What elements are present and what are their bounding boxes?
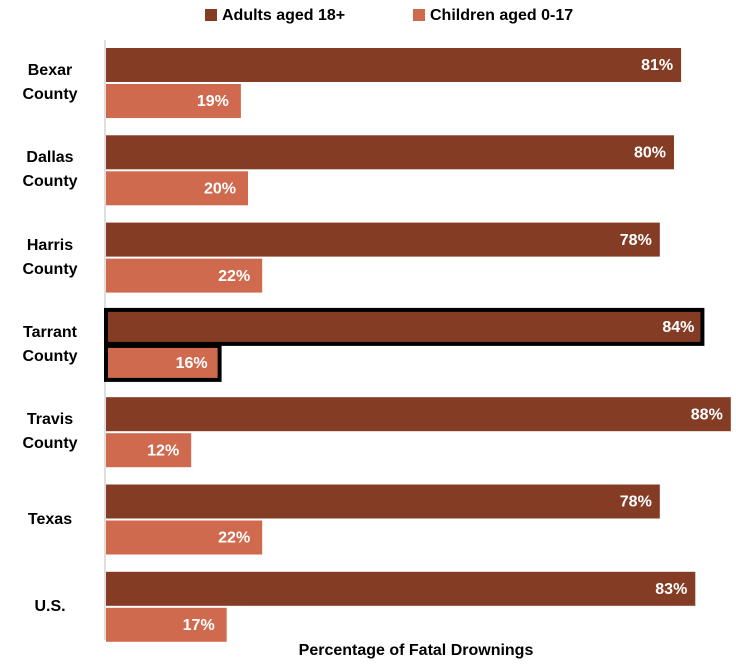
value-label: 17%: [183, 617, 215, 634]
value-label: 84%: [662, 319, 694, 336]
bar: [106, 607, 227, 642]
category-label: Harris County: [22, 236, 78, 278]
legend-label: Adults aged 18+: [222, 7, 345, 24]
legend-swatch: [413, 9, 425, 21]
bar: [106, 135, 674, 170]
value-label: 22%: [218, 268, 250, 285]
bar: [104, 307, 705, 346]
value-label: 83%: [655, 581, 687, 598]
legend-swatch: [205, 9, 217, 21]
value-label: 20%: [204, 181, 236, 198]
bar: [104, 343, 222, 382]
value-label: 88%: [691, 406, 723, 423]
bar: [106, 48, 682, 82]
category-label: Travis County: [22, 411, 78, 453]
value-label: 78%: [620, 232, 652, 249]
bar: [106, 433, 192, 468]
category-label: Tarrant County: [22, 323, 78, 365]
bar: [106, 571, 696, 606]
value-label: 80%: [634, 145, 666, 162]
bar: [106, 171, 248, 206]
category-label: Dallas County: [22, 149, 78, 191]
category-label: Texas: [27, 510, 73, 528]
x-axis-title: Percentage of Fatal Drownings: [299, 642, 534, 659]
category-label: U.S.: [34, 597, 66, 615]
value-label: 22%: [218, 530, 250, 547]
bar: [106, 258, 263, 293]
category-label: Bexar County: [22, 62, 78, 103]
value-label: 19%: [197, 93, 229, 110]
value-label: 12%: [147, 442, 179, 459]
bar: [106, 222, 660, 257]
bar: [106, 520, 263, 555]
bar: [106, 397, 731, 432]
bar: [106, 484, 660, 519]
value-label: 16%: [176, 355, 208, 372]
bar: [106, 84, 241, 118]
value-label: 81%: [641, 57, 673, 74]
legend-label: Children aged 0-17: [430, 7, 573, 24]
value-label: 78%: [620, 494, 652, 511]
